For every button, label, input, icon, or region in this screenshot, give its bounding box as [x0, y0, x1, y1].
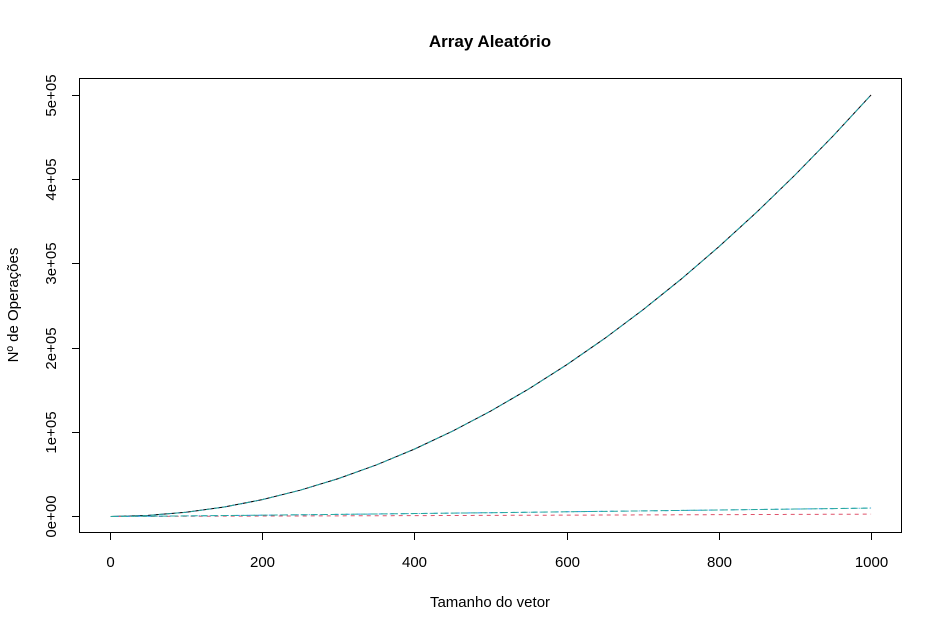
- x-tick-label: 800: [707, 554, 732, 571]
- y-tick-label: 3e+05: [43, 242, 60, 284]
- series-line-4: [110, 513, 872, 517]
- x-axis: 0 200 400 600 800 1000: [106, 532, 888, 571]
- series-line-1: [110, 94, 872, 517]
- series-line-6: [110, 507, 872, 517]
- y-axis-label: Nº de Operações: [5, 248, 22, 363]
- x-tick-label: 600: [555, 554, 580, 571]
- x-axis-label: Tamanho do vetor: [430, 594, 550, 611]
- chart-title: Array Aleatório: [429, 32, 551, 51]
- x-tick-label: 1000: [855, 554, 888, 571]
- y-axis: 0e+00 1e+05 2e+05 3e+05 4e+05 5e+05: [43, 74, 80, 538]
- x-tick-label: 0: [106, 554, 114, 571]
- plot-area: [79, 78, 902, 533]
- y-tick-label: 0e+00: [43, 495, 60, 537]
- series-line-3: [110, 94, 872, 517]
- y-tick-label: 5e+05: [43, 74, 60, 116]
- x-tick-label: 200: [250, 554, 275, 571]
- y-tick-label: 2e+05: [43, 327, 60, 369]
- y-tick-label: 4e+05: [43, 158, 60, 200]
- y-tick-label: 1e+05: [43, 411, 60, 453]
- series-layer: [110, 94, 872, 517]
- series-line-2: [110, 94, 872, 517]
- x-tick-label: 400: [402, 554, 427, 571]
